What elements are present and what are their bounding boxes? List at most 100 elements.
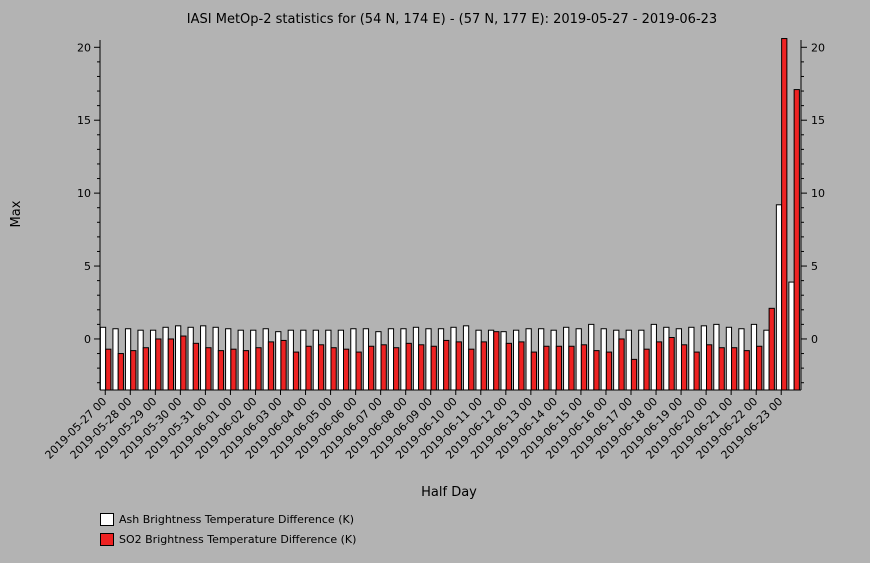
ash-bar [788,281,795,391]
ash-bar [650,323,657,391]
y-tick-label-right: 10 [811,187,825,200]
ash-bar [675,328,682,391]
ash-bar [350,328,357,391]
ash-bar [638,329,645,391]
so2-bar [368,345,375,391]
so2-bar [505,342,512,391]
y-tick-label-left: 5 [84,260,91,273]
so2-bar [693,351,700,391]
so2-bar [680,344,688,391]
ash-bar [237,329,244,391]
ash-bar [300,329,307,391]
so2-bar [593,350,600,391]
ash-bar [99,326,107,391]
ash-bar [563,326,570,391]
ash-bar [175,325,182,391]
so2-bar [568,345,575,391]
so2-bar [756,345,763,391]
legend-item-so2: SO2 Brightness Temperature Difference (K… [100,533,356,546]
ash-bar [149,329,157,391]
ash-bar [462,325,470,391]
ash-bar [625,329,632,391]
ash-bar [412,326,420,391]
ash-bar [425,328,432,391]
so2-bar [743,350,750,391]
y-tick-label-right: 5 [811,260,818,273]
ash-bar [613,329,620,391]
ash-bar [713,323,720,391]
so2-bar [217,350,225,391]
so2-bar [192,342,200,391]
ash-bar [112,328,119,391]
y-tick-label-left: 20 [77,41,91,54]
ash-bar [337,329,344,391]
so2-bar [130,350,137,391]
so2-bar [731,347,738,391]
so2-bar [242,350,250,391]
so2-bar [405,342,412,391]
ash-bar [525,328,532,391]
ash-bar [487,329,495,391]
so2-bar [355,351,362,391]
legend-label-ash: Ash Brightness Temperature Difference (K… [119,513,354,526]
so2-bar [668,337,675,391]
ash-bar [400,328,407,391]
ash-bar [750,323,758,391]
ash-bar [312,329,319,391]
ash-bar [287,329,294,391]
so2-bar [292,351,300,391]
ash-bar [688,326,695,391]
so2-bar [768,307,775,391]
x-axis-label: Half Day [421,485,477,500]
ash-bar [500,331,507,391]
so2-bar [530,351,538,391]
so2-bar [317,344,325,391]
ash-bar [375,331,382,391]
y-tick-label-right: 15 [811,114,825,127]
so2-bar [781,38,788,391]
so2-bar [205,347,212,391]
ash-bar [325,329,332,391]
so2-bar [455,341,462,391]
so2-bar [468,348,475,391]
ash-bar [124,328,132,391]
ash-bar [162,326,169,391]
ash-bar [387,328,395,391]
y-tick-label-right: 0 [811,333,818,346]
so2-bar [305,345,312,391]
legend-label-so2: SO2 Brightness Temperature Difference (K… [119,533,357,546]
so2-bar [655,341,663,391]
ash-bar [763,329,770,391]
so2-bar [180,335,187,391]
ash-bar [437,328,445,391]
ash-bar [600,328,607,391]
ash-bar [700,325,708,391]
so2-bar [630,358,638,391]
so2-bar [643,348,650,391]
plot-area [99,38,800,391]
so2-bar [267,341,275,391]
ash-bar [137,329,144,391]
so2-bar [142,347,149,391]
so2-bar [155,338,162,391]
ash-bar [212,326,219,391]
ash-bar [200,325,207,391]
so2-bar [393,347,400,391]
ash-bar [725,326,733,391]
ash-bar [738,328,745,391]
so2-bar [618,338,625,391]
ash-bar [663,326,670,391]
legend-swatch-so2 [100,533,114,546]
so2-bar [105,348,112,391]
so2-bar [480,341,487,391]
so2-bar [418,344,425,391]
so2-bar [430,345,437,391]
ash-bar [775,204,783,391]
legend-item-ash: Ash Brightness Temperature Difference (K… [100,513,354,526]
so2-bar [580,344,588,391]
ash-bar [275,331,282,391]
y-tick-label-left: 15 [77,114,91,127]
so2-bar [493,331,500,391]
ash-bar [225,328,232,391]
